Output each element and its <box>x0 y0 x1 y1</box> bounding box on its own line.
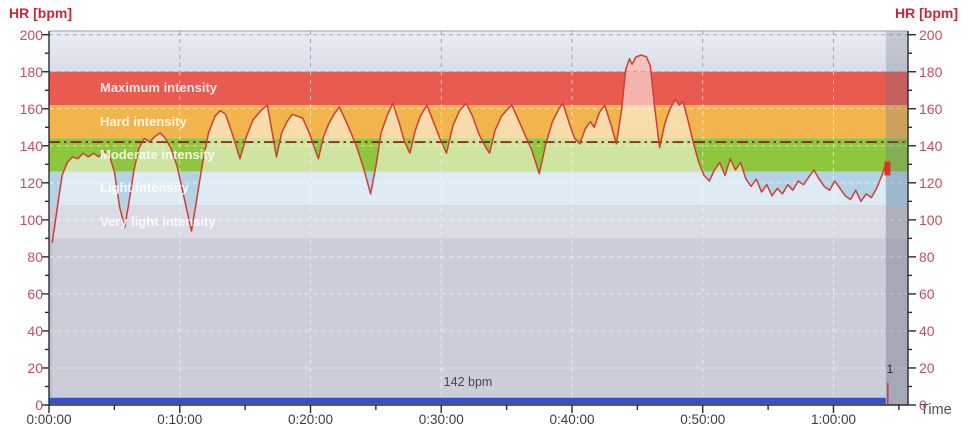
zone-band <box>49 31 908 72</box>
y-axis-label-left: 180 <box>19 63 43 80</box>
y-axis-label-right: 0 <box>919 397 927 413</box>
y-axis-label-right: 200 <box>919 26 943 43</box>
y-axis-label-right: 100 <box>919 211 943 228</box>
zone-label-hard-intensity: Hard intensity <box>100 113 187 129</box>
zone-label-maximum-intensity: Maximum intensity <box>100 80 218 96</box>
y-axis-label-left: 200 <box>19 26 43 43</box>
x-axis-label: 0:20:00 <box>287 412 333 427</box>
zone-band-maximum-intensity <box>49 71 908 106</box>
x-axis-label: 0:00:00 <box>26 412 72 427</box>
y-axis-label-left: 80 <box>27 248 43 265</box>
y-axis-label-left: 100 <box>19 211 43 228</box>
y-axis-label-right: 80 <box>919 248 935 265</box>
time-axis-label: Time <box>920 402 952 418</box>
y-axis-label-right: 40 <box>919 322 935 339</box>
y-axis-label-right: 180 <box>919 63 943 80</box>
y-axis-label-right: 140 <box>919 137 943 154</box>
zone-band-under-curve <box>52 238 886 405</box>
x-axis-label: 0:50:00 <box>680 412 726 427</box>
zone-label-light-intensity: Light intensity <box>100 180 189 196</box>
average-hr-label: 142 bpm <box>443 375 493 389</box>
y-axis-label-right: 120 <box>919 174 943 191</box>
heart-rate-curve <box>51 54 887 243</box>
y-axis-label-right: 20 <box>919 359 935 376</box>
curve-end-marker <box>884 161 891 176</box>
y-axis-label-left: 140 <box>19 137 43 154</box>
right-axis-title: HR [bpm] <box>895 5 958 21</box>
y-axis-label-left: 160 <box>19 100 43 117</box>
x-axis-label: 0:40:00 <box>549 412 595 427</box>
y-axis-label-left: 0 <box>35 397 43 413</box>
y-axis-label-left: 20 <box>27 359 43 376</box>
y-axis-label-right: 160 <box>919 100 943 117</box>
zone-label-very-light-intensity: Very light intensity <box>100 213 216 229</box>
left-axis-title: HR [bpm] <box>9 5 72 21</box>
y-axis-label-left: 60 <box>27 285 43 302</box>
x-axis-label: 1:00:00 <box>810 412 856 427</box>
lap-number-label: 1 <box>886 362 894 376</box>
y-axis-label-right: 60 <box>919 285 935 302</box>
x-axis-label: 0:30:00 <box>418 412 464 427</box>
session-end-band <box>885 31 908 405</box>
zone-label-moderate-intensity: Moderate intensity <box>100 147 215 163</box>
y-axis-label-left: 40 <box>27 322 43 339</box>
x-axis-label: 0:10:00 <box>157 412 203 427</box>
bottom-bar-series <box>49 397 886 404</box>
y-axis-label-left: 120 <box>19 174 43 191</box>
